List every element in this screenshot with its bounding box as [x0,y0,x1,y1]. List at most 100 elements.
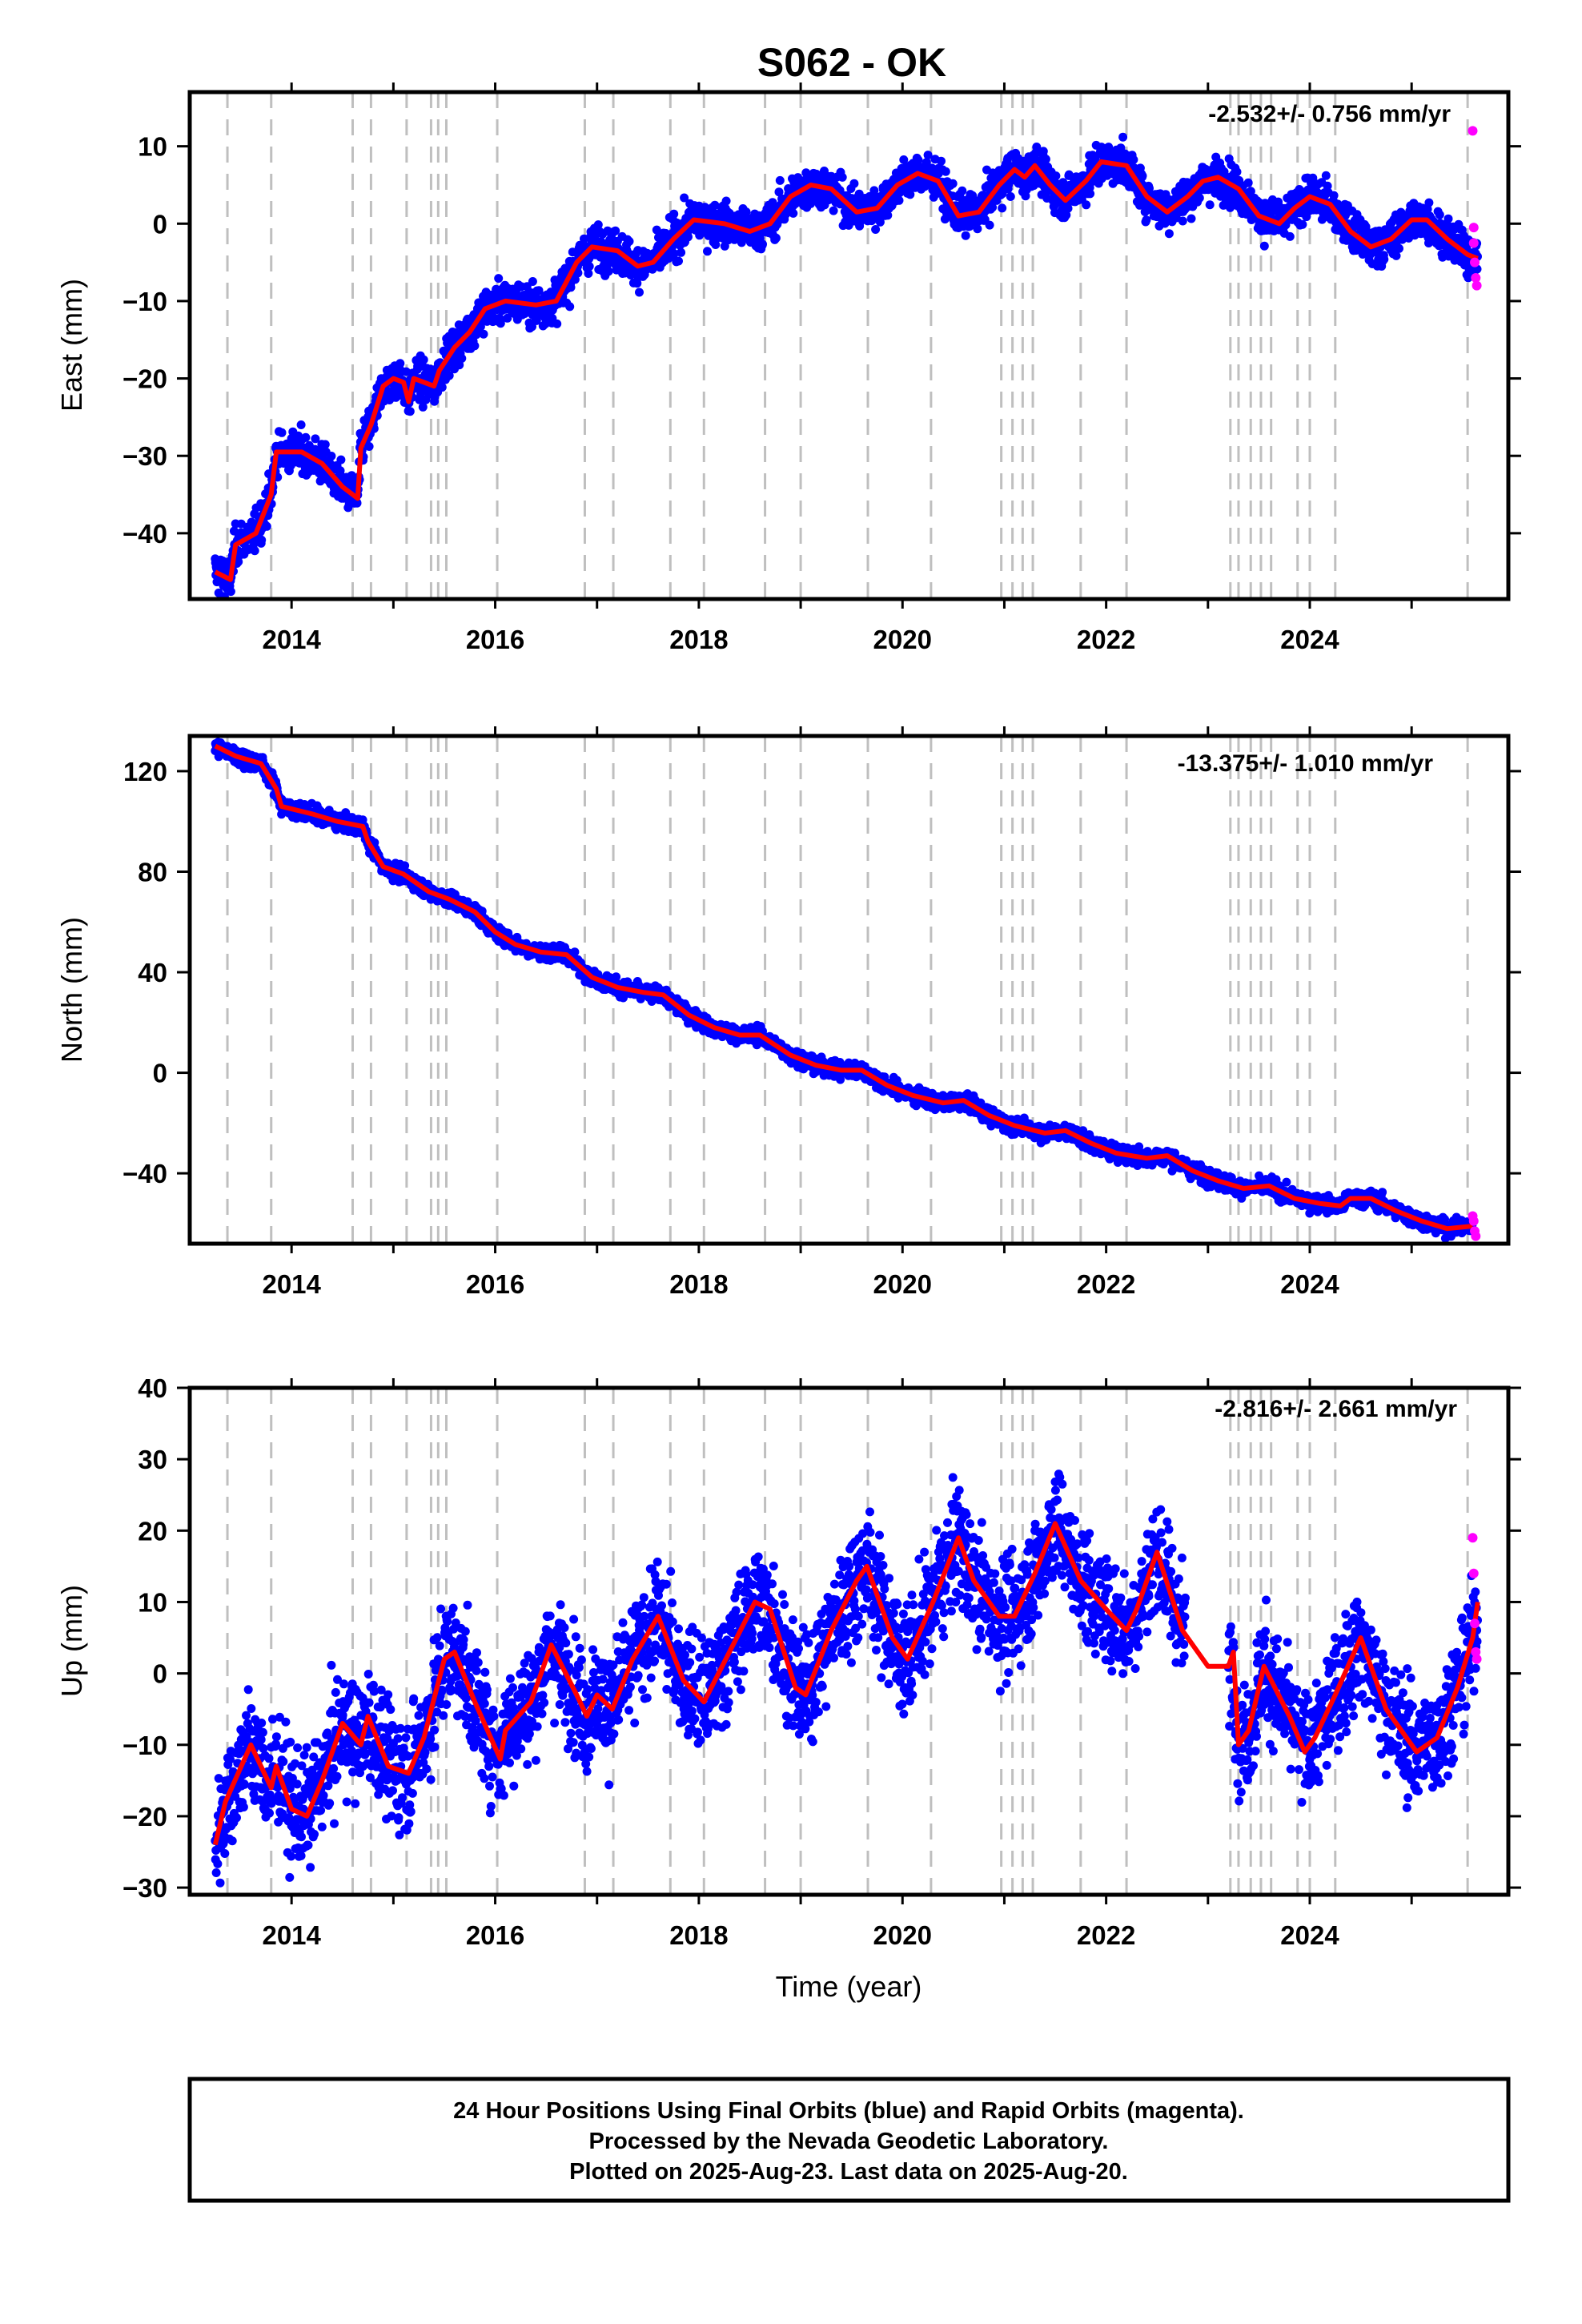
east-final-point [1195,193,1204,203]
east-final-point [226,587,235,597]
east-final-point [1298,219,1307,229]
east-y-tick-label: 0 [153,209,167,239]
north-event-lines [226,736,1469,1244]
east-final-point [871,225,881,234]
east-final-point [584,262,594,271]
east-final-point [1424,198,1434,207]
east-final-point [1379,255,1389,264]
east-final-point [1006,192,1015,201]
east-x-tick-label: 2020 [873,625,932,654]
east-final-point [494,274,504,283]
east-final-point [674,256,683,266]
east-final-point [277,428,287,437]
east-y-tick-label: 10 [138,132,167,162]
east-final-point [789,208,798,218]
east-final-point [528,277,537,286]
east-final-point [635,287,644,297]
east-final-point [998,203,1007,213]
east-final-point [396,359,405,368]
east-y-tick-label: −20 [122,364,167,394]
east-final-point [1186,214,1196,223]
east-final-point [973,224,982,234]
east-final-point [1329,191,1339,200]
east-final-point [703,247,712,256]
east-final-point [604,267,613,276]
east-final-point [405,407,415,416]
east-final-point [1395,243,1403,253]
east-final-point [335,466,345,476]
east-final-point [301,432,311,442]
east-final-point [352,498,362,508]
east-final-point [320,440,330,449]
east-rapid-point [1468,238,1479,248]
east-final-point [958,186,967,195]
east-final-point [1232,167,1242,177]
east-final-point [1038,147,1048,156]
east-final-point [437,383,447,392]
east-final-point [624,236,634,246]
east-final-point [1443,214,1453,223]
east-final-point [1259,241,1269,251]
east-final-point [552,319,562,328]
east-final-point [849,179,859,188]
east-final-point [1142,215,1151,225]
east-final-point [336,455,346,464]
east-rapid-point [1468,126,1478,136]
east-final-point [684,232,693,242]
east-x-tick-label: 2014 [262,625,321,654]
east-final-point [1086,189,1095,199]
east-y-tick-label: −10 [122,287,167,316]
east-final-point [677,247,686,257]
east-panel: 2014 2016 2018 2020 2022 2024 −40 −30 −20 −10 0 10… [55,82,1521,654]
east-final-point [894,195,904,205]
east-y-label: East (mm) [55,279,88,412]
east-final-point [1243,178,1253,187]
east-final-point [262,521,271,531]
east-final-point [758,239,767,249]
east-final-point [721,196,731,206]
north-final-point [570,947,580,957]
east-final-point [1138,171,1147,180]
east-x-tick-label: 2022 [1077,625,1135,654]
east-y-tick-label: −40 [122,519,167,549]
east-final-point [1178,216,1187,226]
east-final-point [1205,200,1215,210]
east-final-point [948,179,958,188]
east-final-point [669,209,679,219]
east-final-point [1082,200,1091,210]
east-rapid-point [1468,223,1479,233]
chart-title: S062 - OK [757,40,946,85]
east-x-tick-label: 2018 [669,625,728,654]
east-final-point [296,420,306,429]
east-final-point [611,226,620,235]
east-final-point [1129,155,1138,164]
east-final-point [941,167,950,176]
east-final-point [470,341,480,351]
east-final-point [234,557,243,566]
east-event-lines [226,92,1469,599]
east-final-point [771,233,781,243]
east-final-point [444,371,454,380]
east-final-point [985,220,994,230]
east-x-tick-label: 2016 [466,625,524,654]
east-y-tick-label: −30 [122,441,167,471]
east-x-tick-label: 2024 [1280,625,1339,654]
east-final-point [1164,229,1174,239]
east-final-point [229,526,239,536]
east-final-point [1285,231,1295,241]
east-final-point [1435,210,1444,219]
east-final-point [418,402,428,412]
east-final-point [775,175,785,185]
north-final-point [612,972,621,982]
east-final-point [565,302,575,312]
east-final-point [250,546,259,556]
east-final-point [1321,171,1331,180]
east-final-point [937,156,946,166]
east-rapid-point [1472,280,1482,291]
east-final-point [421,395,431,404]
east-final-point [829,206,838,215]
east-final-point [364,442,374,451]
east-final-point [479,329,488,339]
